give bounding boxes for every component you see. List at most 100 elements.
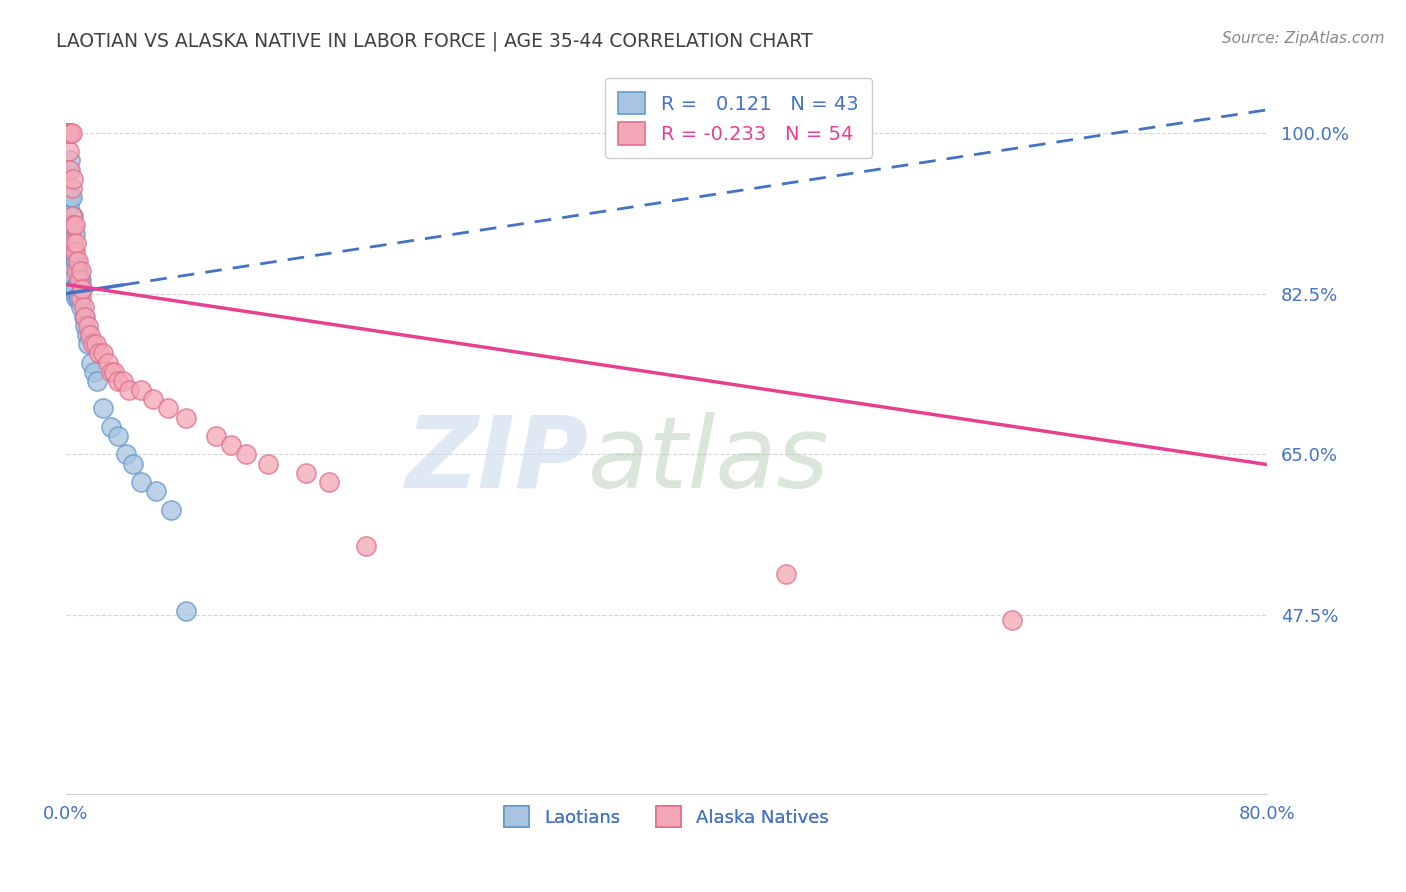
Point <box>72 282 94 296</box>
Point <box>72 282 94 296</box>
Point <box>82 337 104 351</box>
Point <box>58 162 80 177</box>
Point <box>97 355 120 369</box>
Point <box>100 420 122 434</box>
Point <box>65 291 87 305</box>
Text: ZIP: ZIP <box>405 412 588 509</box>
Point <box>56 245 79 260</box>
Point <box>129 383 152 397</box>
Point <box>59 153 82 168</box>
Point <box>62 171 84 186</box>
Point <box>65 263 87 277</box>
Point <box>73 310 96 324</box>
Point <box>115 447 138 461</box>
Point <box>60 236 83 251</box>
Text: LAOTIAN VS ALASKA NATIVE IN LABOR FORCE | AGE 35-44 CORRELATION CHART: LAOTIAN VS ALASKA NATIVE IN LABOR FORCE … <box>56 31 813 51</box>
Point <box>354 539 377 553</box>
Point <box>75 310 97 324</box>
Point <box>59 227 82 241</box>
Point <box>87 346 110 360</box>
Point <box>103 365 125 379</box>
Point <box>59 126 82 140</box>
Point <box>63 245 86 260</box>
Point <box>65 236 87 251</box>
Point <box>205 429 228 443</box>
Point <box>67 291 90 305</box>
Point <box>107 374 129 388</box>
Point <box>56 126 79 140</box>
Point <box>84 337 107 351</box>
Point <box>83 365 105 379</box>
Point <box>67 273 90 287</box>
Point <box>93 401 115 416</box>
Point <box>56 126 79 140</box>
Point <box>58 126 80 140</box>
Point <box>129 475 152 489</box>
Point <box>63 254 86 268</box>
Point <box>145 484 167 499</box>
Point <box>66 291 89 305</box>
Point <box>65 254 87 268</box>
Point <box>62 218 84 232</box>
Point <box>69 301 91 315</box>
Point <box>62 245 84 260</box>
Point <box>73 301 96 315</box>
Point <box>235 447 257 461</box>
Text: Source: ZipAtlas.com: Source: ZipAtlas.com <box>1222 31 1385 46</box>
Point <box>58 145 80 159</box>
Point <box>59 263 82 277</box>
Point <box>75 318 97 333</box>
Point <box>122 457 145 471</box>
Point <box>66 263 89 277</box>
Point <box>60 181 83 195</box>
Point <box>174 410 197 425</box>
Point <box>79 328 101 343</box>
Point <box>67 273 90 287</box>
Point <box>63 282 86 296</box>
Point <box>77 337 100 351</box>
Point <box>76 328 98 343</box>
Point <box>69 291 91 305</box>
Point <box>63 227 86 241</box>
Text: atlas: atlas <box>588 412 830 509</box>
Point <box>66 254 89 268</box>
Point <box>100 365 122 379</box>
Point <box>60 126 83 140</box>
Point <box>63 218 86 232</box>
Legend: Laotians, Alaska Natives: Laotians, Alaska Natives <box>495 797 838 836</box>
Point <box>93 346 115 360</box>
Point <box>58 126 80 140</box>
Point <box>62 236 84 251</box>
Point <box>60 190 83 204</box>
Point <box>58 236 80 251</box>
Point <box>59 162 82 177</box>
Point <box>56 126 79 140</box>
Point <box>62 282 84 296</box>
Point <box>56 126 79 140</box>
Point <box>77 318 100 333</box>
Point <box>62 209 84 223</box>
Point <box>60 209 83 223</box>
Point <box>111 374 134 388</box>
Point <box>257 457 280 471</box>
Point <box>118 383 141 397</box>
Point <box>60 273 83 287</box>
Point <box>219 438 242 452</box>
Point <box>59 190 82 204</box>
Point <box>58 199 80 213</box>
Point <box>142 392 165 407</box>
Point <box>318 475 340 489</box>
Point <box>80 355 103 369</box>
Point <box>59 126 82 140</box>
Point <box>156 401 179 416</box>
Point <box>56 282 79 296</box>
Point <box>56 126 79 140</box>
Point <box>107 429 129 443</box>
Point <box>69 273 91 287</box>
Point <box>86 374 108 388</box>
Point <box>174 604 197 618</box>
Point <box>775 566 797 581</box>
Point <box>69 263 91 277</box>
Point <box>1001 613 1024 627</box>
Point <box>58 126 80 140</box>
